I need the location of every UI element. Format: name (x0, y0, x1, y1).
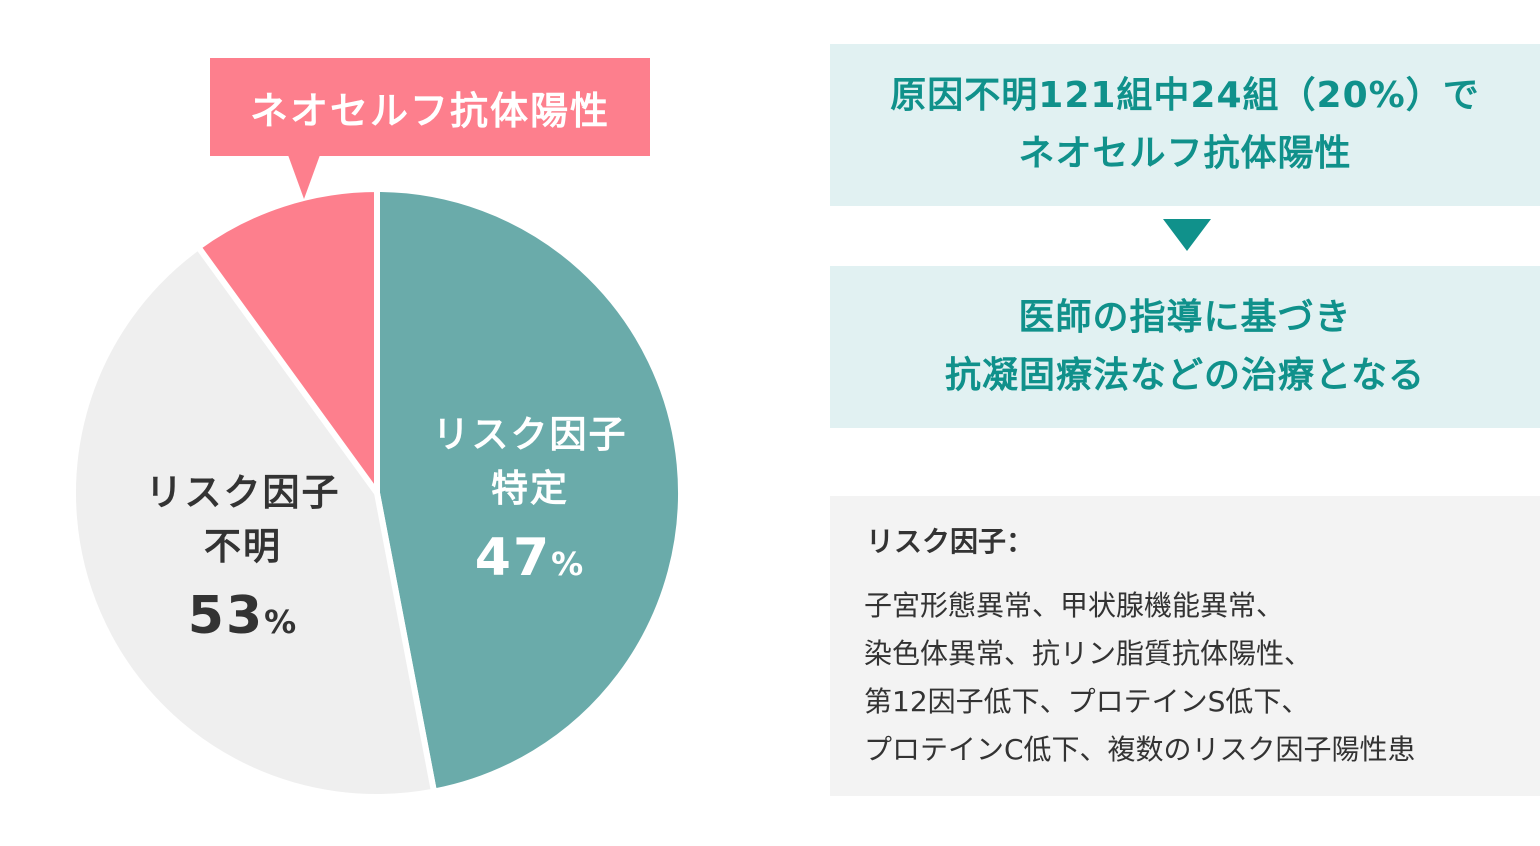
risk-factors-box: リスク因子： 子宮形態異常、甲状腺機能異常、 染色体異常、抗リン脂質抗体陽性、 … (830, 496, 1540, 796)
down-arrow-icon (1163, 219, 1211, 251)
percent-unit: % (264, 603, 299, 642)
risk-factors-list: 子宮形態異常、甲状腺機能異常、 染色体異常、抗リン脂質抗体陽性、 第12因子低下… (864, 582, 1416, 774)
risk-unknown-line1: リスク因子 (145, 471, 341, 514)
risk-identified-percent: 47% (410, 521, 650, 596)
risk-factors-line: プロテインC低下、複数のリスク因子陽性患 (864, 733, 1416, 766)
risk-unknown-percent-value: 53 (187, 586, 265, 647)
risk-identified-line2: 特定 (491, 466, 569, 510)
slice-risk-identified (374, 186, 685, 795)
finding-line2: ネオセルフ抗体陽性 (1018, 133, 1352, 174)
risk-factors-line: 子宮形態異常、甲状腺機能異常、 (864, 589, 1285, 622)
treatment-box: 医師の指導に基づき 抗凝固療法などの治療となる (830, 266, 1540, 428)
risk-identified-label: リスク因子 特定 47% (410, 408, 650, 597)
pie-chart (69, 186, 685, 801)
treatment-line2: 抗凝固療法などの治療となる (945, 355, 1425, 396)
neoself-callout: ネオセルフ抗体陽性 (210, 58, 650, 156)
treatment-line1: 医師の指導に基づき (1018, 297, 1352, 338)
risk-unknown-label: リスク因子 不明 53% (123, 466, 363, 655)
risk-factors-title: リスク因子： (866, 525, 1035, 558)
risk-identified-line1: リスク因子 (432, 413, 628, 456)
finding-box: 原因不明121組中24組（20%）で ネオセルフ抗体陽性 (830, 44, 1540, 206)
risk-unknown-percent: 53% (123, 579, 363, 654)
callout-pointer (288, 155, 320, 199)
neoself-callout-label: ネオセルフ抗体陽性 (249, 88, 610, 133)
finding-line1: 原因不明121組中24組（20%）で (890, 75, 1480, 116)
risk-unknown-line2: 不明 (204, 524, 282, 568)
risk-factors-line: 染色体異常、抗リン脂質抗体陽性、 (864, 637, 1313, 670)
slice-neoself-positive (195, 186, 380, 496)
percent-unit: % (551, 545, 586, 584)
risk-identified-percent-value: 47 (474, 528, 552, 589)
risk-factors-line: 第12因子低下、プロテインS低下、 (864, 685, 1310, 718)
slice-risk-unknown (69, 244, 437, 801)
